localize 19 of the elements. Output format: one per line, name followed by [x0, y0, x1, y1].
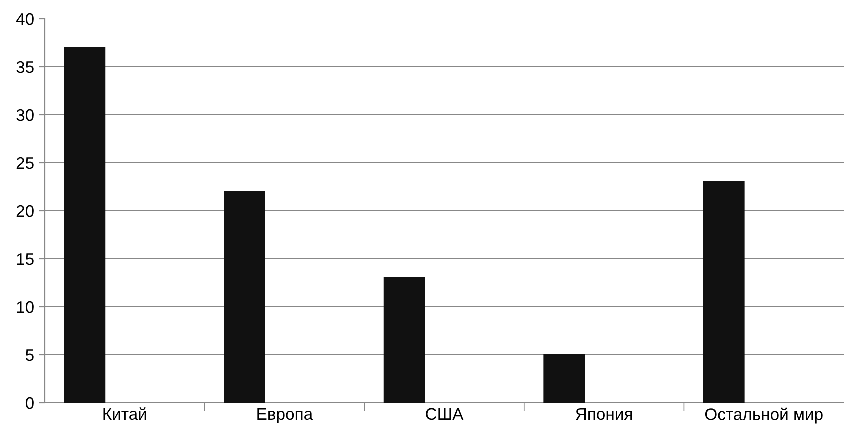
- x-tick-label: США: [426, 408, 464, 420]
- x-tick-label: Европа: [258, 408, 314, 424]
- bar: [703, 182, 745, 403]
- y-tick-label: 35: [16, 61, 34, 74]
- bar: [544, 354, 586, 403]
- x-tick-label: Япония: [576, 408, 632, 420]
- y-tick-label: 15: [17, 254, 34, 266]
- bar: [384, 278, 426, 403]
- bar: [224, 191, 266, 403]
- y-tick-label: 30: [16, 109, 34, 122]
- y-tick-label: 20: [16, 205, 34, 218]
- bar: [64, 47, 106, 403]
- y-tick-label: 10: [17, 301, 34, 314]
- y-tick-label: 5: [26, 350, 34, 362]
- y-tick-label: 0: [26, 397, 34, 410]
- y-tick-label: 40: [16, 13, 34, 26]
- x-tick-label: Китай: [104, 408, 146, 420]
- x-tick-label: Остальной мир: [705, 408, 823, 424]
- y-tick-label: 25: [16, 157, 34, 170]
